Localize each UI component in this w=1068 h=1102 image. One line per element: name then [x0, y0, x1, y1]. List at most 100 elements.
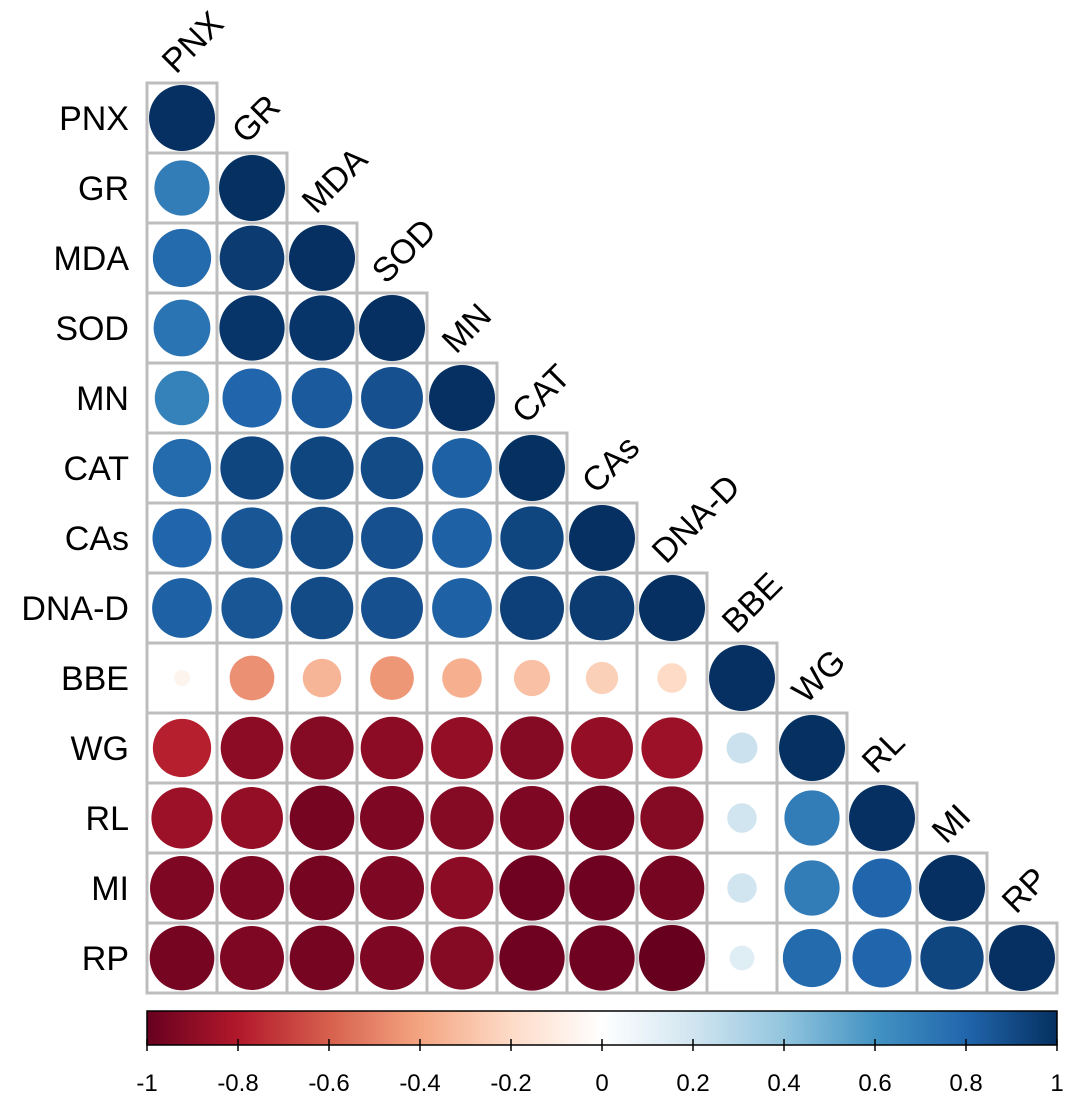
corr-circle-CAs-MN [432, 508, 492, 568]
column-label-RL: RL [855, 723, 913, 781]
corr-circle-DNA-D-SOD [361, 577, 423, 639]
corr-circle-CAT-GR [220, 436, 284, 500]
corr-circle-MN-PNX [154, 370, 210, 426]
column-label-CAT: CAT [505, 357, 578, 430]
corr-circle-BBE-GR [229, 655, 275, 701]
column-label-BBE: BBE [715, 566, 790, 641]
corr-circle-DNA-D-DNA-D [639, 575, 705, 641]
colorbar: -1 -0.8 -0.6 -0.4 -0.2 0 0.2 0.4 0.6 0.8 1 [136, 1010, 1064, 1097]
row-label-BBE: BBE [61, 660, 129, 698]
corr-circle-MN-SOD [361, 367, 423, 429]
corr-circle-WG-SOD [360, 716, 424, 780]
corr-circle-WG-GR [220, 716, 284, 780]
row-label-PNX: PNX [59, 100, 129, 138]
corr-circle-RP-CAs [569, 925, 635, 991]
corr-circle-RP-GR [220, 926, 284, 990]
corr-circle-MI-CAT [499, 855, 565, 921]
corr-circle-RL-WG [784, 790, 840, 846]
corr-circle-CAs-CAs [569, 505, 635, 571]
corr-circle-MDA-GR [219, 225, 285, 291]
corr-circle-DNA-D-PNX [152, 578, 212, 638]
colorbar-tick-label: 1 [1050, 1070, 1063, 1097]
corr-circle-MI-BBE [727, 873, 757, 903]
corr-circle-RL-RL [849, 785, 915, 851]
corr-circle-GR-GR [219, 155, 285, 221]
corr-circle-BBE-BBE [709, 645, 775, 711]
corr-circle-WG-PNX [152, 718, 212, 778]
corr-circle-GR-PNX [154, 160, 210, 216]
corr-circle-RL-MDA [289, 785, 355, 851]
row-labels: PNX GR MDA SOD MN CAT CAs DNA-D BBE WG RL MI RP [21, 100, 129, 978]
colorbar-tick-label: 0.8 [949, 1070, 982, 1097]
column-label-MDA: MDA [295, 140, 376, 221]
corr-circle-RP-MI [920, 926, 984, 990]
column-label-GR: GR [225, 88, 288, 151]
corr-circle-BBE-MDA [302, 658, 342, 698]
corr-circle-DNA-D-MDA [290, 576, 354, 640]
corr-circle-RP-MDA [289, 925, 355, 991]
corr-circle-RP-BBE [729, 945, 755, 971]
colorbar-tick-label: 0.4 [767, 1070, 800, 1097]
corr-circle-PNX-PNX [149, 85, 215, 151]
corr-circle-SOD-MDA [289, 295, 355, 361]
colorbar-tick-label: -0.2 [490, 1070, 531, 1097]
row-label-MI: MI [91, 870, 129, 908]
colorbar-tick-label: 0.2 [676, 1070, 709, 1097]
corr-circle-CAs-PNX [152, 508, 212, 568]
corr-circle-BBE-CAs [585, 661, 619, 695]
colorbar-tick-label: -0.4 [399, 1070, 440, 1097]
corr-circle-MN-MDA [291, 367, 353, 429]
corr-circle-RP-RL [852, 928, 912, 988]
corr-circle-WG-BBE [726, 732, 758, 764]
column-label-PNX: PNX [155, 4, 231, 80]
row-label-CAT: CAT [64, 450, 129, 488]
row-label-WG: WG [70, 730, 129, 768]
corr-circle-RL-GR [221, 787, 283, 849]
corr-circle-WG-MDA [290, 716, 354, 780]
corr-circle-CAT-PNX [152, 438, 212, 498]
corr-circle-CAs-CAT [500, 506, 564, 570]
row-label-RL: RL [86, 800, 129, 838]
row-label-SOD: SOD [55, 310, 129, 348]
corr-circle-DNA-D-CAs [569, 575, 635, 641]
colorbar-tick-label: -1 [136, 1070, 157, 1097]
corr-circle-CAT-CAT [499, 435, 565, 501]
colorbar-tick-label: 0.6 [858, 1070, 891, 1097]
corr-circle-RL-PNX [151, 787, 213, 849]
corr-circle-RP-DNA-D [639, 925, 705, 991]
column-label-MN: MN [435, 296, 499, 360]
corr-circle-WG-CAT [500, 716, 564, 780]
corr-circle-WG-MN [431, 717, 493, 779]
corr-circle-SOD-SOD [359, 295, 425, 361]
corr-circle-SOD-GR [219, 295, 285, 361]
corr-circle-RP-PNX [149, 925, 215, 991]
corr-circle-RP-WG [782, 928, 842, 988]
corr-circle-BBE-DNA-D [657, 663, 687, 693]
corr-circle-CAs-SOD [361, 507, 423, 569]
corr-circle-MDA-PNX [152, 228, 212, 288]
corr-circle-RL-CAT [500, 786, 564, 850]
corr-circle-BBE-PNX [173, 669, 191, 687]
corr-circle-MI-CAs [569, 855, 635, 921]
corr-circle-DNA-D-GR [221, 577, 283, 639]
corr-circle-MI-MI [919, 855, 985, 921]
corr-circle-CAs-MDA [290, 506, 354, 570]
corr-circle-DNA-D-MN [432, 578, 492, 638]
column-label-SOD: SOD [365, 212, 444, 291]
corr-circle-MI-WG [784, 860, 840, 916]
corr-circle-SOD-PNX [153, 299, 211, 357]
corr-circle-MI-MDA [289, 855, 355, 921]
corr-circle-RL-DNA-D [640, 786, 704, 850]
row-label-CAs: CAs [65, 520, 129, 558]
corr-circle-BBE-CAT [513, 659, 551, 697]
corr-circle-CAT-MN [432, 438, 492, 498]
corr-circle-RP-SOD [360, 926, 424, 990]
corr-circle-MI-RL [852, 858, 912, 918]
row-label-DNA-D: DNA-D [21, 590, 129, 628]
corr-circle-RL-MN [430, 786, 494, 850]
corr-circle-RP-RP [989, 925, 1055, 991]
corr-circle-CAT-SOD [360, 436, 424, 500]
row-label-RP: RP [82, 940, 129, 978]
column-label-WG: WG [785, 642, 853, 710]
corr-circle-RP-MN [430, 926, 494, 990]
